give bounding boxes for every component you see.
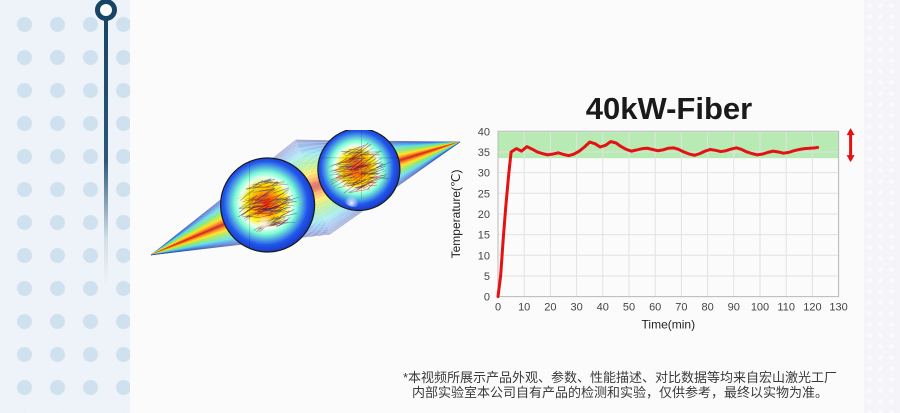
svg-text:90: 90 — [728, 302, 740, 314]
svg-text:70: 70 — [675, 302, 687, 314]
svg-text:100: 100 — [751, 302, 769, 314]
svg-text:10: 10 — [518, 302, 530, 314]
svg-text:40: 40 — [597, 302, 609, 314]
svg-text:110: 110 — [777, 302, 795, 314]
svg-text:0: 0 — [495, 302, 501, 314]
svg-text:0: 0 — [484, 292, 490, 304]
svg-text:30: 30 — [570, 302, 582, 314]
svg-text:60: 60 — [649, 302, 661, 314]
svg-text:130: 130 — [829, 302, 847, 314]
svg-text:120: 120 — [803, 302, 821, 314]
svg-text:40kW-Fiber: 40kW-Fiber — [586, 91, 752, 126]
svg-text:50: 50 — [623, 302, 635, 314]
svg-text:20: 20 — [544, 302, 556, 314]
svg-text:5: 5 — [484, 271, 490, 283]
svg-text:Time(min): Time(min) — [642, 318, 696, 332]
svg-text:80: 80 — [701, 302, 713, 314]
